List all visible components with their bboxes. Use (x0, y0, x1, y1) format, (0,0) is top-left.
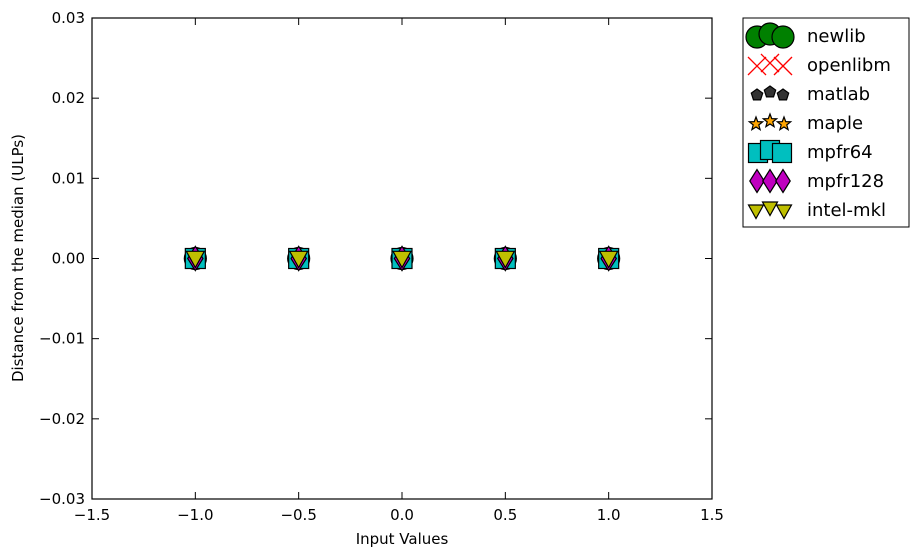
x-tick-label: −0.5 (280, 506, 316, 524)
legend-marker-matlab (776, 88, 790, 101)
legend-marker-matlab (763, 85, 777, 98)
legend-item-mpfr128: mpfr128 (749, 168, 884, 194)
legend-marker-mpfr64 (771, 142, 793, 164)
legend-item-openlibm: openlibm (747, 53, 891, 76)
x-tick-label: −1.5 (74, 506, 110, 524)
legend-item-intel-mkl: intel-mkl (747, 200, 886, 221)
data-point-intel-mkl (391, 250, 413, 269)
data-point-intel-mkl (288, 250, 309, 269)
legend-label-intel-mkl: intel-mkl (807, 200, 886, 221)
legend-marker-mpfr128 (775, 168, 791, 194)
legend-marker-intel-mkl (761, 201, 779, 217)
legend-marker-mpfr128 (749, 168, 765, 194)
y-tick-label: −0.02 (39, 410, 85, 428)
y-tick-label: 0.03 (52, 9, 85, 27)
x-tick-label: 1.5 (700, 506, 724, 524)
legend-item-mpfr64: mpfr64 (747, 139, 873, 164)
legend: newlib openlibm matlab maple mpfr64 mpfr128 in… (742, 17, 910, 228)
plot-area (91, 17, 713, 500)
legend-marker-maple (747, 115, 765, 132)
data-point-intel-mkl (598, 250, 619, 269)
y-tick-label: 0.01 (52, 169, 85, 187)
legend-label-openlibm: openlibm (807, 55, 891, 76)
legend-label-mpfr128: mpfr128 (807, 171, 884, 192)
x-tick-label: 0.0 (390, 506, 414, 524)
y-tick-label: −0.03 (39, 490, 85, 508)
legend-marker-openlibm (773, 56, 793, 76)
legend-item-newlib: newlib (745, 22, 866, 49)
y-tick-label: −0.01 (39, 330, 85, 348)
data-point-intel-mkl (495, 250, 516, 269)
legend-label-maple: maple (807, 113, 863, 134)
legend-marker-intel-mkl (775, 204, 793, 220)
y-tick-label: 0.00 (52, 250, 85, 268)
legend-marker-maple (761, 112, 779, 129)
x-tick-label: 1.0 (597, 506, 621, 524)
data-points (183, 245, 621, 272)
legend-item-matlab: matlab (750, 84, 870, 105)
legend-marker-matlab (750, 88, 764, 101)
legend-label-newlib: newlib (807, 26, 866, 47)
data-point-intel-mkl (185, 250, 206, 269)
tick-labels: −1.5 −1.0 −0.5 0.0 0.5 1.0 1.5 0.03 0.02 0.01 0.00… (39, 9, 724, 524)
legend-marker-newlib (771, 25, 795, 49)
x-axis-label: Input Values (356, 530, 449, 548)
legend-marker-maple (775, 115, 793, 132)
legend-item-maple: maple (747, 112, 863, 134)
y-tick-label: 0.02 (52, 89, 85, 107)
y-axis-label: Distance from the median (ULPs) (9, 134, 27, 382)
legend-marker-mpfr128 (762, 168, 778, 194)
legend-label-matlab: matlab (807, 84, 870, 105)
legend-marker-intel-mkl (747, 204, 765, 220)
legend-marker-openlibm (747, 56, 767, 76)
x-tick-label: −1.0 (177, 506, 213, 524)
legend-label-mpfr64: mpfr64 (807, 142, 873, 163)
legend-marker-openlibm (760, 53, 780, 73)
x-tick-label: 0.5 (493, 506, 517, 524)
